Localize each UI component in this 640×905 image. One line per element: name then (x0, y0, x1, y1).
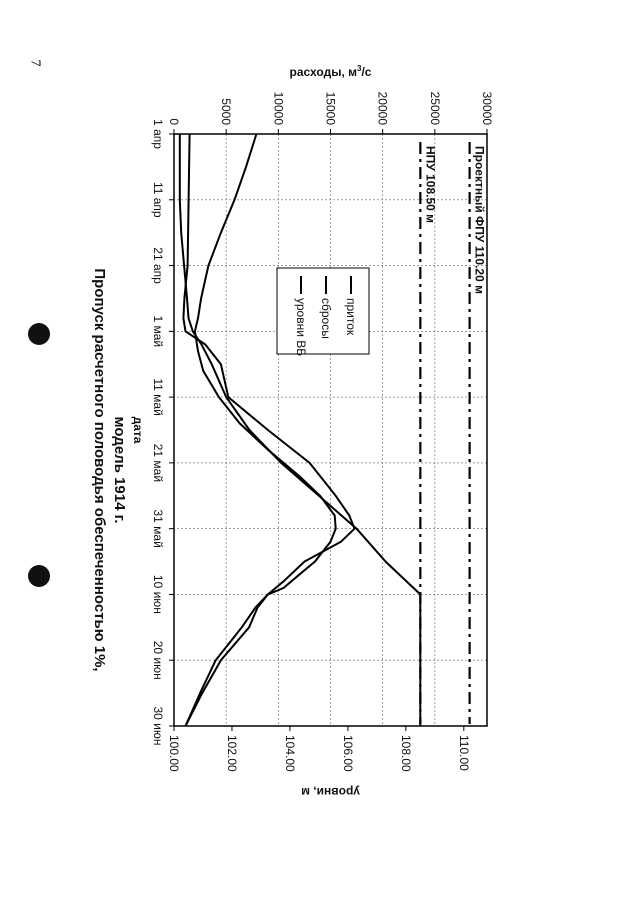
y-right-tick-label: 104.00 (283, 735, 297, 772)
legend: приток сбросы уровни ВБ (276, 267, 370, 356)
y-left-axis-label-sup: 3 (357, 64, 362, 73)
reference-line-label: НПУ 108.50 м (423, 146, 437, 223)
series-line-levels (178, 134, 422, 726)
legend-label: уровни ВБ (294, 298, 308, 356)
y-left-tick-label: 25000 (428, 92, 442, 126)
y-right-tick-label: 100.00 (167, 735, 181, 772)
punch-hole (28, 565, 50, 587)
x-tick-label: 11 май (151, 378, 165, 415)
x-tick-label: 1 май (151, 316, 165, 348)
series-line-inflow (184, 133, 337, 727)
y-right-tick-label: 106.00 (341, 735, 355, 772)
y-right-tick-label: 108.00 (399, 735, 413, 772)
x-axis-label: дата (131, 417, 145, 444)
y-left-axis-label-main: расходы, м (290, 65, 358, 79)
y-right-axis-ticks: 100.00 102.00 104.00 106.00 108.00 110.00 (167, 726, 471, 772)
x-tick-label: 30 июн (151, 706, 165, 745)
punch-hole (28, 323, 50, 345)
x-tick-label: 1 апр (151, 119, 165, 149)
y-right-tick-label: 110.00 (457, 735, 471, 771)
series-lines (178, 133, 422, 727)
legend-label: сбросы (319, 298, 333, 339)
x-tick-label: 31 май (151, 510, 165, 548)
y-left-tick-label: 5000 (219, 98, 233, 125)
reference-line-label: Проектный ФПУ 110.20 м (473, 146, 487, 294)
legend-label: приток (344, 298, 358, 336)
y-right-axis-label: уровни, м (301, 785, 360, 799)
x-tick-label: 11 апр (151, 182, 165, 218)
y-left-tick-label: 0 (167, 118, 181, 125)
x-tick-label: 21 май (151, 444, 165, 482)
reference-lines: Проектный ФПУ 110.20 м НПУ 108.50 м (419, 142, 487, 724)
x-tick-label: 21 апр (151, 247, 165, 284)
y-left-tick-label: 20000 (376, 92, 390, 126)
chart-title-line1: Пропуск расчетного половодья обеспеченно… (91, 268, 108, 671)
chart-title-line2: модель 1914 г. (111, 416, 128, 523)
y-left-axis-label: расходы, м3/с (290, 64, 372, 79)
y-left-tick-label: 10000 (271, 92, 285, 126)
x-tick-label: 20 июн (151, 641, 165, 680)
x-tick-label: 10 июн (151, 575, 165, 614)
y-left-tick-label: 30000 (480, 92, 494, 126)
grid (173, 133, 488, 727)
y-left-tick-label: 15000 (324, 92, 338, 126)
y-left-axis-ticks: 0 5000 10000 15000 20000 25000 30000 (167, 92, 494, 134)
x-axis-ticks: 1 апр 11 апр 21 апр 1 май 11 май 21 май 31 май… (151, 119, 174, 746)
series-line-discharges (182, 133, 356, 727)
y-left-axis-label-tail: /с (361, 65, 371, 79)
y-right-tick-label: 102.00 (225, 735, 239, 772)
